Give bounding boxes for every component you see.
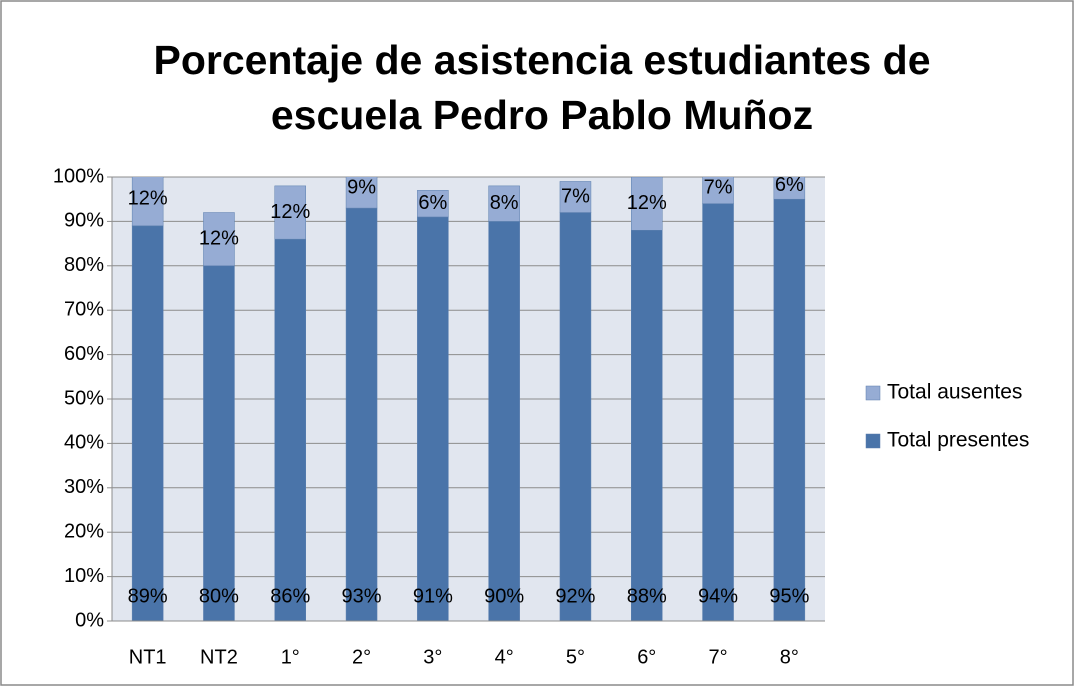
data-label: 90% — [484, 585, 524, 607]
bar-segment — [345, 177, 378, 209]
data-label: 86% — [270, 585, 310, 607]
x-tick-label: 4° — [495, 646, 514, 668]
legend-swatch — [865, 433, 881, 449]
bar-segment — [631, 230, 663, 621]
bar-segment — [345, 207, 378, 621]
y-tick-label: 60% — [64, 343, 104, 365]
bar-segment — [488, 221, 520, 621]
data-label: 12% — [199, 227, 239, 249]
data-label: 8% — [490, 192, 519, 214]
bar-segment — [488, 185, 520, 222]
data-label: 80% — [199, 585, 239, 607]
x-tick-label: NT1 — [129, 646, 167, 668]
data-label: 12% — [270, 201, 310, 223]
bar-segment — [631, 177, 663, 231]
legend-label: Total presentes — [887, 429, 1029, 452]
data-label: 92% — [555, 585, 595, 607]
data-label: 12% — [627, 192, 667, 214]
x-tick-label: 8° — [780, 646, 799, 668]
bar-segment — [702, 203, 734, 621]
data-label: 95% — [769, 585, 809, 607]
y-tick-label: 70% — [64, 298, 104, 320]
y-tick-label: 90% — [64, 210, 104, 232]
data-label: 12% — [128, 187, 168, 209]
data-label: 89% — [128, 585, 168, 607]
x-tick-label: 6° — [637, 646, 656, 668]
x-tick-label: 5° — [566, 646, 585, 668]
x-tick-label: NT2 — [200, 646, 238, 668]
data-label: 91% — [413, 585, 453, 607]
bar-segment — [203, 212, 235, 267]
data-label: 7% — [704, 176, 733, 198]
bar-segment — [274, 185, 306, 240]
bar-segment — [417, 190, 449, 218]
bar-segment — [702, 177, 734, 204]
y-tick-label: 0% — [75, 609, 104, 631]
y-tick-label: 40% — [64, 432, 104, 454]
data-label: 6% — [418, 192, 447, 214]
data-label: 6% — [775, 174, 804, 196]
legend-swatch — [865, 385, 881, 401]
x-tick-label: 3° — [423, 646, 442, 668]
bar-segment — [203, 265, 235, 621]
data-label: 88% — [627, 585, 667, 607]
bar-segment — [131, 225, 164, 621]
bar-segment — [559, 181, 592, 213]
y-tick-label: 80% — [64, 254, 104, 276]
legend-label: Total ausentes — [887, 381, 1022, 404]
bar-segment — [559, 212, 592, 621]
x-tick-label: 2° — [352, 646, 371, 668]
x-tick-label: 7° — [708, 646, 727, 668]
y-tick-label: 50% — [64, 387, 104, 409]
data-label: 9% — [347, 176, 376, 198]
bar-segment — [773, 177, 806, 200]
x-tick-label: 1° — [281, 646, 300, 668]
bar-segment — [131, 177, 164, 227]
chart-title: escuela Pedro Pablo Muñoz — [271, 92, 813, 138]
chart-title: Porcentaje de asistencia estudiantes de — [153, 37, 930, 83]
y-tick-label: 30% — [64, 476, 104, 498]
bar-segment — [773, 198, 806, 621]
y-tick-label: 20% — [64, 520, 104, 542]
y-tick-label: 100% — [53, 165, 104, 187]
data-label: 93% — [342, 585, 382, 607]
bar-segment — [274, 238, 306, 621]
data-label: 7% — [561, 185, 590, 207]
y-tick-label: 10% — [64, 565, 104, 587]
bar-segment — [417, 216, 449, 621]
data-label: 94% — [698, 585, 738, 607]
